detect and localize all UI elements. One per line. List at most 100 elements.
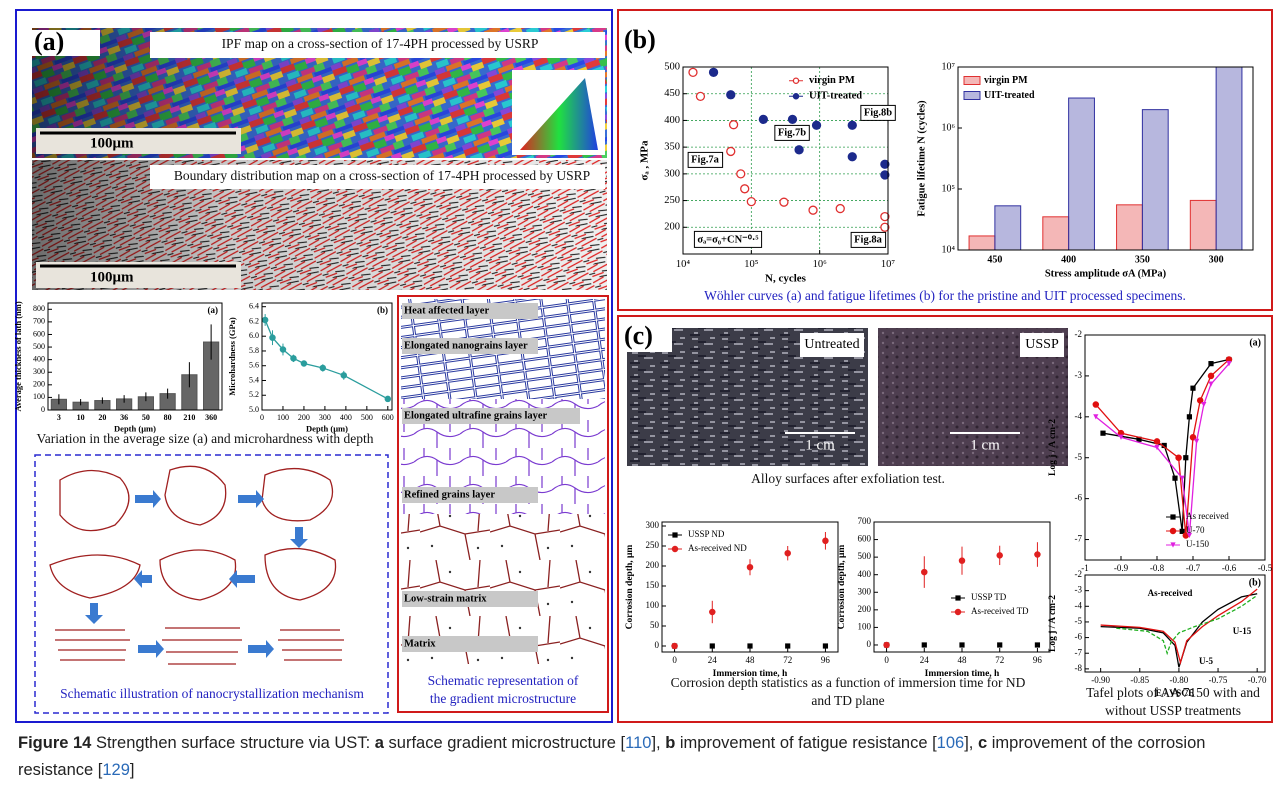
y-tick-label: 100: [858, 621, 872, 631]
y-tick-label: 200: [33, 380, 45, 389]
y-tick-label: 400: [33, 354, 45, 363]
caption-part: c: [978, 734, 987, 752]
y-axis-label: σₐ , MPa: [639, 140, 651, 181]
y-axis-label: Fatigue lifetime N (cycles): [916, 100, 927, 217]
y-tick-label: 100: [33, 392, 45, 401]
marker: [1183, 455, 1188, 460]
chart-panel-label: (b): [377, 305, 388, 315]
caption-line: Schematic representation of: [428, 673, 579, 688]
marker: [741, 185, 749, 193]
x-tick-label: -1: [1081, 563, 1089, 573]
marker: [747, 198, 755, 206]
y-tick-label: 600: [33, 329, 45, 338]
legend-label: USSP ND: [688, 529, 725, 539]
marker: [672, 532, 677, 537]
x-axis-label: E / VSCE: [1156, 689, 1195, 699]
scale-label: 1 cm: [970, 437, 1000, 453]
boundary-caption: Boundary distribution map on a cross-sec…: [174, 168, 590, 183]
x-tick-label: 24: [920, 655, 930, 665]
caption-part: ],: [651, 734, 665, 752]
marker: [793, 94, 798, 99]
chart-panel-label: (b): [1249, 577, 1261, 588]
y-axis-label: Microhardness (GPa): [227, 317, 237, 396]
marker: [848, 153, 856, 161]
y-axis-label: Corrosion depth, μm: [625, 545, 635, 630]
y-tick-label: 500: [33, 342, 45, 351]
gradient-caption: Schematic representation of the gradient …: [428, 673, 579, 706]
y-tick-label: 400: [664, 115, 680, 126]
bar: [1043, 217, 1069, 250]
bar: [1142, 110, 1168, 250]
marker: [730, 121, 738, 129]
plot-area: [1085, 335, 1265, 560]
x-axis-label: N, cycles: [765, 273, 807, 285]
y-tick-label: 200: [858, 604, 872, 614]
y-tick-label: 250: [646, 540, 660, 550]
legend-label: virgin PM: [809, 75, 855, 86]
marker: [813, 121, 821, 129]
caption-part: ],: [964, 734, 978, 752]
x-tick-label: 400: [1061, 254, 1076, 265]
marker: [1035, 642, 1040, 647]
x-tick-label: 20: [98, 413, 106, 422]
marker: [997, 642, 1002, 647]
scale-label: 100μm: [90, 135, 134, 151]
y-tick-label: -4: [1075, 411, 1083, 421]
legend-label: U-70: [1186, 525, 1205, 535]
x-tick-label: -0.75: [1209, 675, 1228, 685]
ipf-caption: IPF map on a cross-section of 17-4PH pro…: [222, 36, 539, 51]
legend-label: As received: [1186, 511, 1229, 521]
x-tick-label: 600: [382, 413, 394, 422]
y-tick-label: 300: [858, 586, 872, 596]
layer-label: Refined grains layer: [404, 489, 495, 500]
y-tick-label: 300: [33, 367, 45, 376]
x-tick-label: 10⁷: [881, 259, 896, 270]
y-tick-label: 10⁵: [942, 183, 956, 194]
x-tick-label: 360: [205, 413, 217, 422]
caption-line: the gradient microstructure: [430, 691, 576, 706]
marker: [385, 396, 390, 401]
caption-text: Strengthen surface structure via UST: a …: [18, 734, 1205, 779]
marker: [710, 68, 718, 76]
marker: [747, 565, 752, 570]
y-tick-label: -5: [1075, 616, 1083, 626]
x-tick-label: 200: [298, 413, 310, 422]
marker: [922, 569, 927, 574]
x-axis-label: Immersion time, h: [713, 669, 788, 679]
page: IPF map on a cross-section of 17-4PH pro…: [0, 0, 1281, 791]
x-tick-label: 24: [708, 655, 718, 665]
annotation: Fig.8a: [854, 234, 882, 245]
plot-area: [874, 522, 1050, 652]
x-tick-label: 210: [183, 413, 195, 422]
chart-panel-label: (a): [208, 305, 219, 315]
photo-label: Untreated: [804, 337, 859, 352]
marker: [1154, 439, 1159, 444]
y-tick-label: 6.4: [249, 302, 259, 311]
y-tick-label: -2: [1075, 329, 1083, 339]
bar: [1117, 205, 1143, 250]
reference: 106: [937, 734, 965, 752]
x-tick-label: 80: [164, 413, 172, 422]
annotation: Fig.7a: [691, 154, 719, 165]
depth-caption: Corrosion depth statistics as a function…: [671, 675, 1026, 708]
legend-swatch: [964, 92, 980, 100]
marker: [747, 643, 752, 648]
x-tick-label: 48: [746, 655, 756, 665]
marker: [1208, 373, 1213, 378]
y-tick-label: 0: [867, 639, 872, 649]
x-tick-label: 10⁶: [813, 259, 828, 270]
reference: 110: [625, 734, 651, 752]
y-tick-label: 0: [41, 405, 45, 414]
x-tick-label: -0.6: [1222, 563, 1237, 573]
layer-label: Matrix: [404, 638, 436, 649]
x-tick-label: 96: [1033, 655, 1043, 665]
scale-label: 1 cm: [805, 437, 835, 453]
panel-label: (c): [624, 321, 653, 350]
x-tick-label: 50: [142, 413, 150, 422]
y-tick-label: 500: [858, 551, 872, 561]
photo-label: USSP: [1025, 337, 1059, 352]
legend-label: As-received TD: [971, 606, 1029, 616]
y-tick-label: 500: [664, 61, 680, 72]
bar: [1216, 67, 1242, 250]
marker: [959, 558, 964, 563]
